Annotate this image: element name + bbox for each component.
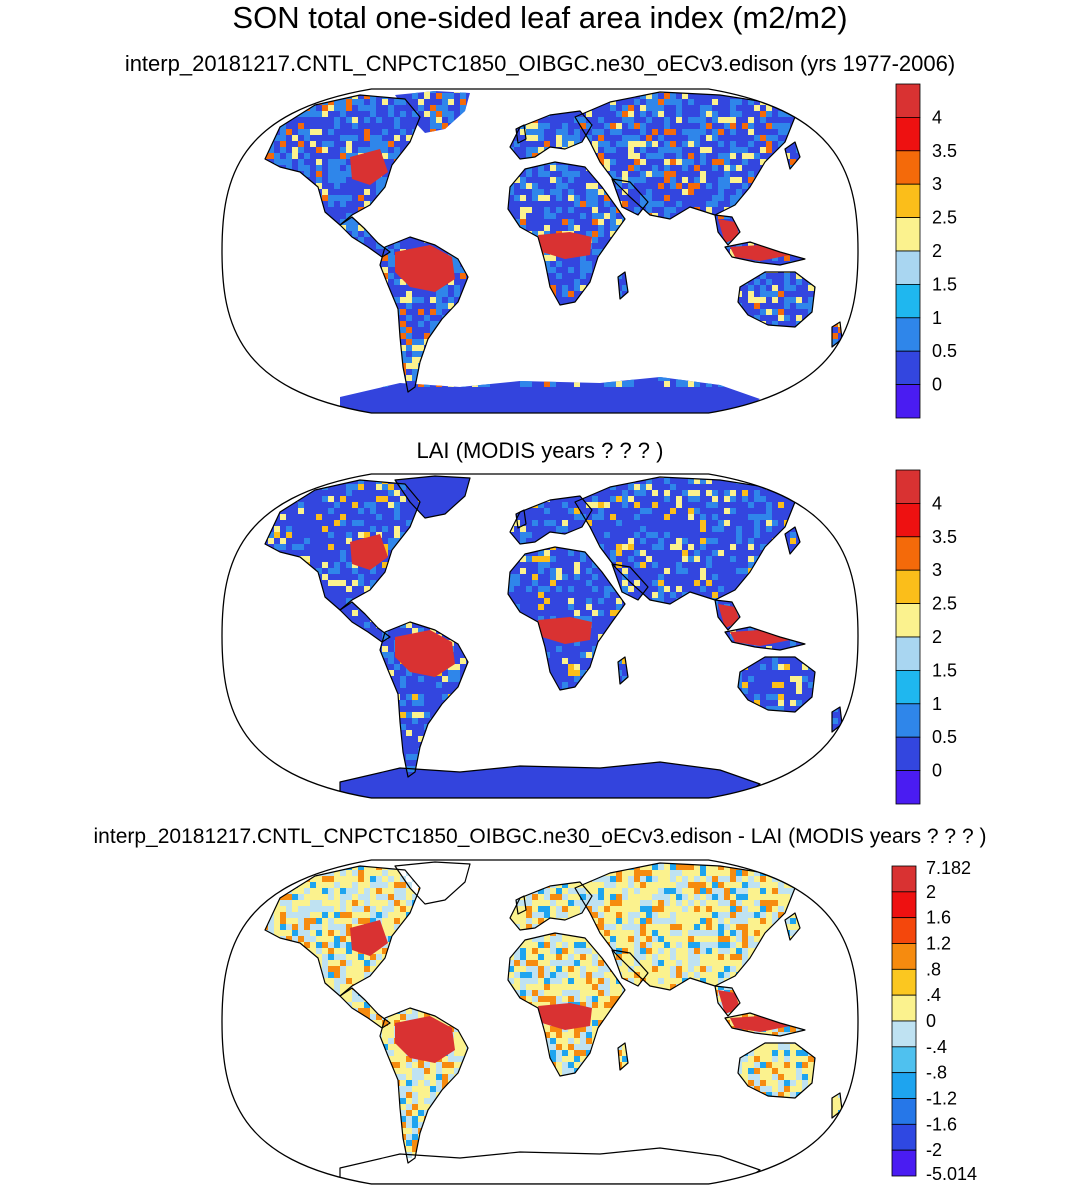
region-us-east [350, 920, 388, 956]
colorbar-swatch [895, 636, 921, 671]
colorbar-tick-label: 1 [932, 308, 942, 328]
region-indonesia-forest [730, 245, 790, 261]
colorbar-swatch [895, 83, 921, 118]
colorbar-tick-label: 0.5 [932, 727, 957, 747]
colorbar-tick-label: 3.5 [932, 141, 957, 161]
colorbar-tick-label: 2 [926, 882, 936, 902]
colorbar-swatch [895, 384, 921, 419]
land-antarctica [340, 377, 760, 413]
colorbar-swatch [895, 703, 921, 738]
colorbar-modis-lai: 4 3.5 3 2.5 2 1.5 1 0.5 0 [895, 469, 957, 805]
colorbar-tick-label: -.4 [926, 1037, 947, 1057]
panel-title-model: interp_20181217.CNTL_CNPCTC1850_OIBGC.ne… [124, 51, 956, 76]
colorbar-swatch [891, 968, 917, 996]
region-amazon [395, 1016, 455, 1063]
panel-title-difference: interp_20181217.CNTL_CNPCTC1850_OIBGC.ne… [93, 825, 987, 848]
colorbar-swatch [895, 350, 921, 386]
colorbar-swatch [891, 1098, 917, 1125]
region-us-east [350, 534, 388, 570]
colorbar-tick-label: .8 [926, 959, 941, 979]
colorbar-swatch [895, 183, 921, 218]
colorbar-tick-label: 1.5 [932, 274, 957, 294]
colorbar-tick-label: 0 [932, 375, 942, 395]
map-frame [221, 473, 859, 799]
colorbar-swatch [895, 770, 921, 805]
panel-title-modis: LAI (MODIS years ? ? ? ) [416, 438, 664, 463]
colorbar-tick-label: 0 [932, 761, 942, 781]
colorbar-tick-label: 2 [932, 627, 942, 647]
colorbar-swatch [895, 603, 921, 638]
colorbar-tick-label: -.8 [926, 1063, 947, 1083]
colorbar-tick-label: 2.5 [932, 594, 957, 614]
region-se-asia-forest [718, 219, 740, 243]
colorbar-tick-label: 4 [932, 107, 942, 127]
colorbar-tick-label: -2 [926, 1140, 942, 1160]
colorbar-swatch [891, 865, 917, 893]
map-frame [221, 859, 859, 1185]
region-indonesia-forest [730, 1016, 790, 1032]
region-congo [538, 1003, 592, 1030]
colorbar-swatch [891, 943, 917, 970]
colorbar-swatch [891, 1123, 917, 1151]
region-se-asia-forest [718, 990, 740, 1014]
region-indonesia-forest [730, 630, 790, 646]
colorbar-swatch [891, 1072, 917, 1099]
colorbar-tick-label: 1.5 [932, 660, 957, 680]
colorbar-tick-label: 7.182 [926, 858, 971, 878]
land-greenland [395, 476, 470, 518]
colorbar-swatch [891, 1149, 917, 1177]
colorbar-swatch [895, 736, 921, 772]
map-model-lai [221, 88, 859, 414]
colorbar-tick-label: 3 [932, 174, 942, 194]
colorbar-swatch [895, 150, 921, 185]
colorbar-tick-label: -1.6 [926, 1114, 957, 1134]
map-modis-lai [221, 473, 859, 799]
colorbar-swatch [895, 669, 921, 705]
colorbar-tick-label: 4 [932, 493, 942, 513]
colorbar-swatch [895, 569, 921, 604]
map-difference-lai [221, 859, 859, 1185]
colorbar-swatch [895, 217, 921, 252]
figure-title: SON total one-sided leaf area index (m2/… [232, 0, 848, 35]
map-frame [221, 88, 859, 414]
colorbar-swatch [895, 536, 921, 571]
colorbar-tick-label: -5.014 [926, 1164, 977, 1184]
colorbar-tick-label: 3.5 [932, 527, 957, 547]
colorbar-tick-label: 2.5 [932, 208, 957, 228]
region-amazon [395, 245, 455, 292]
region-us-east [350, 149, 388, 185]
colorbar-tick-label: 1 [932, 694, 942, 714]
colorbar-difference-lai: 7.182 2 1.6 1.2 .8 .4 0 -.4 -.8 -1.2 -1.6 -2 -5.014 [891, 858, 977, 1184]
colorbar-swatch [891, 1046, 917, 1074]
colorbar-swatch [891, 917, 917, 944]
colorbar-swatch [895, 117, 921, 152]
land-greenland [395, 862, 470, 904]
colorbar-tick-label: 0 [926, 1011, 936, 1031]
colorbar-tick-label: .4 [926, 985, 941, 1005]
region-congo [538, 617, 592, 644]
colorbar-tick-label: 3 [932, 560, 942, 580]
region-se-asia-forest [718, 604, 740, 628]
colorbar-swatch [891, 891, 917, 919]
colorbar-model-lai: 4 3.5 3 2.5 2 1.5 1 0.5 0 [895, 83, 957, 419]
colorbar-swatch [895, 317, 921, 352]
colorbar-tick-label: 1.6 [926, 908, 951, 928]
colorbar-tick-label: 0.5 [932, 341, 957, 361]
colorbar-swatch [895, 250, 921, 285]
region-congo [538, 232, 592, 259]
colorbar-swatch [895, 469, 921, 504]
colorbar-tick-label: 1.2 [926, 934, 951, 954]
colorbar-tick-label: 2 [932, 241, 942, 261]
colorbar-swatch [895, 283, 921, 319]
region-amazon [395, 630, 455, 677]
colorbar-swatch [891, 994, 917, 1022]
colorbar-swatch [895, 503, 921, 538]
colorbar-swatch [891, 1020, 917, 1048]
colorbar-tick-label: -1.2 [926, 1089, 957, 1109]
